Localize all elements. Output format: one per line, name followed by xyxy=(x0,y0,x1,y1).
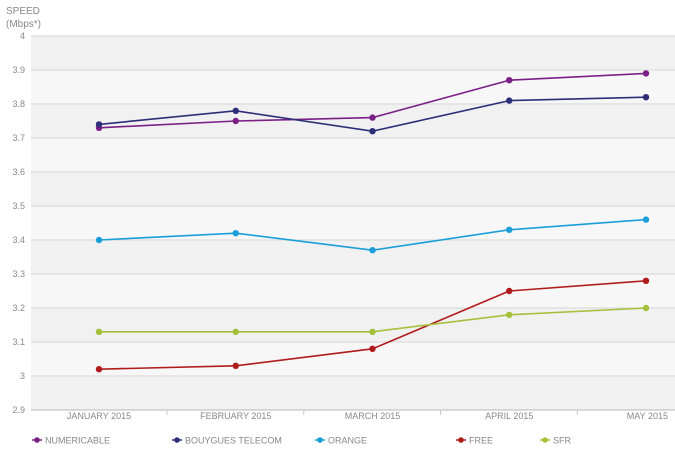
series-sfr xyxy=(95,304,650,335)
legend-swatch-dot xyxy=(458,437,464,443)
plot-band xyxy=(31,274,675,308)
y-tick-label: 3.6 xyxy=(12,167,25,177)
x-tick-label: MAY 2015 xyxy=(627,411,668,421)
y-tick-label: 3 xyxy=(20,371,25,381)
legend-swatch-dot xyxy=(317,437,323,443)
y-tick-label: 3.3 xyxy=(12,269,25,279)
data-point xyxy=(232,107,239,115)
data-point xyxy=(95,121,103,128)
plot-band xyxy=(31,36,675,70)
series-orange xyxy=(95,216,650,254)
data-point xyxy=(369,114,376,121)
plot-band xyxy=(31,308,675,342)
legend-item: NUMERICABLE xyxy=(32,436,110,446)
data-point xyxy=(232,328,239,335)
plot-background xyxy=(31,36,675,410)
legend-item: BOUYGUES TELECOM xyxy=(172,436,282,446)
series-free xyxy=(95,277,650,373)
x-axis-ticks: JANUARY 2015 FEBRUARY 2015 MARCH 2015 APRIL… xyxy=(67,410,668,421)
plot-band xyxy=(31,138,675,172)
series-lines xyxy=(95,70,650,373)
data-point xyxy=(232,117,239,125)
y-tick-label: 3.8 xyxy=(12,99,25,109)
data-point xyxy=(642,304,650,312)
x-tick-label: JANUARY 2015 xyxy=(67,411,131,421)
y-tick-label: 3.4 xyxy=(12,235,25,245)
data-point xyxy=(95,328,103,335)
data-point xyxy=(642,70,650,77)
legend-item: SFR xyxy=(540,436,572,446)
data-point xyxy=(506,287,513,295)
data-point xyxy=(642,277,650,284)
legend-label: FREE xyxy=(469,436,493,446)
data-point xyxy=(232,362,239,369)
y-tick-label: 3.5 xyxy=(12,201,25,211)
data-point xyxy=(642,94,650,101)
legend-swatch-dot xyxy=(542,437,548,443)
plot-band xyxy=(31,342,675,376)
y-axis-label-line1: SPEED xyxy=(6,6,40,17)
legend-label: BOUYGUES TELECOM xyxy=(185,436,282,446)
plot-band xyxy=(31,70,675,104)
x-tick-label: FEBRUARY 2015 xyxy=(200,411,271,421)
series-bouygues-telecom xyxy=(95,94,650,135)
x-tick-label: MARCH 2015 xyxy=(345,411,401,421)
data-point xyxy=(369,345,376,352)
y-tick-label: 2.9 xyxy=(12,405,25,415)
data-point xyxy=(95,366,103,373)
x-tick-label: APRIL 2015 xyxy=(485,411,533,421)
legend-swatch-dot xyxy=(174,437,180,443)
data-point xyxy=(506,226,513,233)
y-axis-label-line2: (Mbps*) xyxy=(6,19,41,30)
plot-band xyxy=(31,240,675,274)
data-point xyxy=(506,77,513,84)
legend-label: ORANGE xyxy=(328,436,367,446)
y-tick-label: 3.7 xyxy=(12,133,25,143)
plot-band xyxy=(31,206,675,240)
legend-item: FREE xyxy=(456,436,493,446)
data-point xyxy=(232,230,239,237)
y-tick-label: 3.9 xyxy=(12,65,25,75)
gridlines xyxy=(31,35,675,411)
plot-band xyxy=(31,172,675,206)
legend: NUMERICABLE BOUYGUES TELECOM ORANGE FREE SFR xyxy=(32,436,572,446)
legend-item: ORANGE xyxy=(315,436,367,446)
legend-label: SFR xyxy=(553,436,572,446)
y-tick-label: 4 xyxy=(20,31,25,41)
data-point xyxy=(369,247,376,254)
data-point xyxy=(369,328,376,335)
data-point xyxy=(506,97,513,104)
legend-label: NUMERICABLE xyxy=(45,436,110,446)
data-point xyxy=(642,216,650,223)
y-tick-label: 3.1 xyxy=(12,337,25,347)
y-axis-ticks: 2.9 3 3.1 3.2 3.3 3.4 3.5 3.6 3.7 3.8 3.9 4 xyxy=(12,31,25,415)
plot-band xyxy=(31,376,675,410)
legend-swatch-dot xyxy=(34,437,40,443)
data-point xyxy=(369,128,376,135)
data-point xyxy=(95,236,103,244)
y-tick-label: 3.2 xyxy=(12,303,25,313)
data-point xyxy=(506,311,513,318)
